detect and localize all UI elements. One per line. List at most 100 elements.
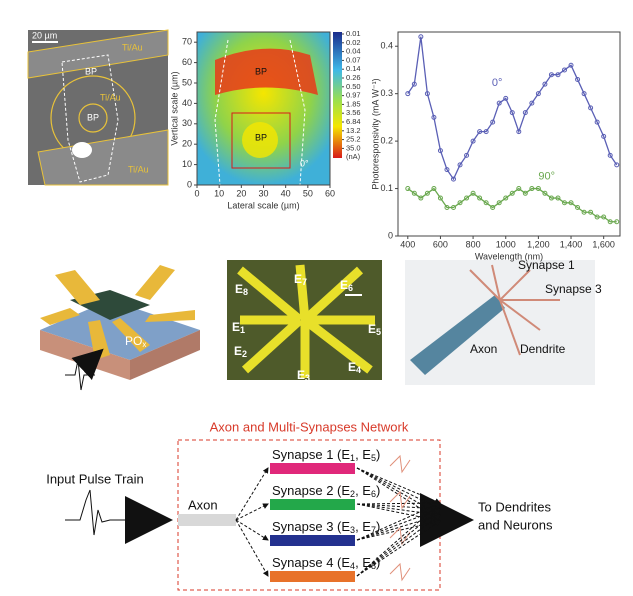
x-tick-label: 20 (236, 188, 246, 198)
x-tick-label: 800 (466, 239, 481, 249)
y-tick-label: 0.4 (380, 41, 393, 51)
colorbar-label: 0.01 (346, 29, 361, 38)
synapse-label-part: 1 (350, 453, 355, 463)
synapse-label-part: ) (376, 519, 380, 534)
point (607, 219, 613, 225)
y-tick-label: 20 (182, 139, 192, 149)
x-tick-label: 10 (214, 188, 224, 198)
connector (356, 503, 441, 523)
point (522, 110, 528, 116)
point (411, 81, 417, 87)
electrode-label-part: E (297, 368, 305, 382)
synapse-label: Synapse 4 (E4, E8) (272, 555, 380, 571)
point (411, 190, 417, 196)
colorbar-label: 0.97 (346, 91, 361, 100)
series-label: 0° (492, 77, 503, 89)
electrode-label: Ti/Au (122, 42, 143, 52)
y-tick-label: 0 (187, 179, 192, 189)
point (503, 95, 509, 101)
connector (356, 467, 441, 516)
device-label: POx (125, 334, 146, 349)
connector (235, 503, 269, 521)
highlight (72, 142, 92, 158)
electrode-label-part: E (234, 344, 242, 358)
point (424, 91, 430, 97)
synapse-label: Synapse 3 (E3, E7) (272, 519, 380, 535)
x-tick-label: 1,600 (592, 239, 615, 249)
axon-bar (178, 514, 236, 526)
connector (356, 513, 441, 541)
point (581, 209, 587, 215)
neuron-label: Axon (470, 342, 497, 356)
point (490, 119, 496, 125)
point (496, 100, 502, 106)
annotation: BP (255, 66, 267, 76)
point (437, 148, 443, 154)
point (516, 129, 522, 135)
connector (235, 519, 269, 577)
point (594, 214, 600, 220)
synapse-bar (270, 535, 355, 546)
point (496, 200, 502, 206)
region-box (231, 112, 291, 169)
point (509, 110, 515, 116)
colorbar-label: 0.02 (346, 38, 361, 47)
y-axis-label: Photoresponsivity (mA W⁻¹) (370, 78, 380, 189)
electrode-label: E6 (340, 278, 353, 293)
point (483, 129, 489, 135)
synapse-bar (270, 463, 355, 474)
electrode-label-part: 6 (348, 283, 353, 293)
electrode-label-part: 5 (376, 327, 381, 337)
synapse-label-part: ) (376, 555, 380, 570)
electrode-label: E8 (235, 282, 248, 297)
colorbar-label: 35.0 (346, 143, 361, 152)
point (568, 62, 574, 68)
connector (356, 467, 441, 504)
x-tick-label: 1000 (496, 239, 516, 249)
connector (356, 502, 441, 577)
point (470, 190, 476, 196)
spike (389, 454, 411, 474)
point (483, 200, 489, 206)
electrode-label: Ti/Au (100, 92, 121, 102)
x-tick-label: 60 (325, 188, 335, 198)
point (444, 167, 450, 173)
point (503, 195, 509, 201)
point (588, 209, 594, 215)
point (477, 129, 483, 135)
point (516, 186, 522, 192)
y-tick-label: 10 (182, 159, 192, 169)
point (490, 205, 496, 211)
x-tick-label: 400 (400, 239, 415, 249)
point (529, 186, 535, 192)
point (477, 195, 483, 201)
electrode-label-part: E (368, 322, 376, 336)
electrode (37, 129, 169, 186)
synapse-label-part: Synapse 3 (E (272, 519, 350, 534)
synapse-label: Synapse 2 (E2, E6) (272, 483, 380, 499)
connector (235, 467, 269, 521)
electrode-fingers (237, 264, 375, 378)
x-tick-label: 40 (281, 188, 291, 198)
point (575, 76, 581, 82)
plot-frame (397, 31, 621, 237)
electrode-label: Ti/Au (128, 164, 149, 174)
connector (356, 503, 441, 518)
point (457, 162, 463, 168)
y-tick-label: 0.2 (380, 135, 393, 145)
y-tick-label: 0 (388, 230, 393, 240)
synapse-label-part: 6 (371, 489, 376, 499)
y-axis-label: Vertical scale (µm) (169, 71, 179, 145)
point (614, 162, 620, 168)
y-tick-label: 60 (182, 57, 192, 67)
electrode-label-part: E (294, 272, 302, 286)
synapse-label-part: , E (355, 483, 371, 498)
point (601, 133, 607, 139)
electrode-label-part: E (340, 278, 348, 292)
network-title: Axon and Multi-Synapses Network (210, 419, 409, 434)
electrode-label-part: 7 (302, 277, 307, 287)
point (509, 190, 515, 196)
synapse-label-part: 3 (350, 525, 355, 535)
synapse-bar (270, 571, 355, 582)
electrode-label: E3 (297, 368, 310, 383)
